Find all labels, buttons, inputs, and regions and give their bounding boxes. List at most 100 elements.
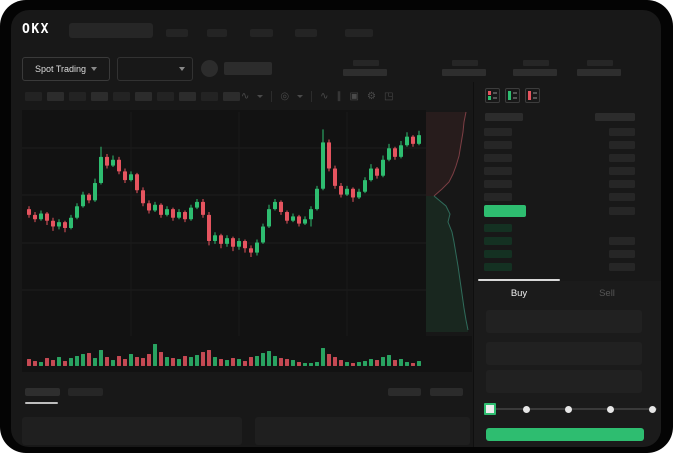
- volume-bar: [105, 357, 109, 366]
- slider-handle[interactable]: [484, 403, 496, 415]
- toolbar-item-placeholder[interactable]: [91, 92, 108, 101]
- candle-body: [87, 194, 91, 201]
- stat-label-placeholder: [353, 60, 379, 66]
- candle-body: [273, 201, 277, 210]
- buy-submit-button[interactable]: [486, 428, 644, 441]
- candle-body: [177, 212, 181, 218]
- indicator-wave-icon[interactable]: ∿: [241, 90, 250, 102]
- active-tab-indicator: [478, 279, 560, 281]
- bid-price-placeholder[interactable]: [484, 263, 512, 271]
- candle-body: [369, 168, 373, 181]
- chart-toolbar-icons: ∿ ◎ ∿ ∥ ▣ ⚙ ◳: [241, 89, 393, 103]
- toolbar-item-placeholder[interactable]: [69, 92, 86, 101]
- last-price-highlight[interactable]: [484, 205, 526, 217]
- bid-price-placeholder[interactable]: [484, 237, 512, 245]
- toolbar-item-placeholder[interactable]: [223, 92, 240, 101]
- tab-buy[interactable]: Buy: [510, 288, 528, 299]
- search-input[interactable]: [69, 23, 153, 38]
- snapshot-icon[interactable]: ▣: [349, 90, 359, 102]
- slider-step-dot[interactable]: [607, 406, 614, 413]
- toolbar-item-placeholder[interactable]: [113, 92, 130, 101]
- nav-item[interactable]: [207, 29, 227, 37]
- candle-body: [207, 214, 211, 241]
- amount-slider[interactable]: [489, 408, 657, 410]
- ask-price-placeholder[interactable]: [484, 167, 512, 175]
- slider-step-dot[interactable]: [523, 406, 530, 413]
- ask-price-placeholder[interactable]: [484, 154, 512, 162]
- line-tool-icon[interactable]: ∿: [320, 90, 329, 102]
- ask-amount-placeholder[interactable]: [609, 193, 635, 201]
- bottom-tab[interactable]: [68, 388, 103, 396]
- volume-bar: [147, 354, 151, 366]
- toolbar-item-placeholder[interactable]: [47, 92, 64, 101]
- nav-item[interactable]: [295, 29, 317, 37]
- settings-gear-icon[interactable]: ⚙: [366, 90, 376, 102]
- book-asks-icon[interactable]: [525, 88, 540, 103]
- slider-step-dot[interactable]: [649, 406, 656, 413]
- volume-bar: [399, 359, 403, 366]
- candle-style-icon[interactable]: ◎: [280, 90, 290, 102]
- ob-header-amount: [595, 113, 635, 121]
- toolbar-divider: [311, 90, 313, 102]
- volume-bar: [339, 360, 343, 366]
- toolbar-item-placeholder[interactable]: [179, 92, 196, 101]
- ask-price-placeholder[interactable]: [484, 141, 512, 149]
- slider-step-dot[interactable]: [565, 406, 572, 413]
- market-type-dropdown[interactable]: Spot Trading: [22, 57, 110, 81]
- chevron-down-icon[interactable]: [257, 94, 264, 98]
- nav-item[interactable]: [345, 29, 373, 37]
- bid-price-placeholder[interactable]: [484, 224, 512, 232]
- chevron-down-icon[interactable]: [297, 94, 304, 98]
- ask-amount-placeholder[interactable]: [609, 167, 635, 175]
- stat-value-placeholder: [442, 69, 486, 76]
- order-input-field[interactable]: [486, 342, 642, 365]
- bottom-tab-active[interactable]: [25, 388, 60, 396]
- bid-amount-placeholder[interactable]: [609, 237, 635, 245]
- book-both-icon[interactable]: [485, 88, 500, 103]
- book-bids-icon[interactable]: [505, 88, 520, 103]
- candle-body: [129, 174, 133, 181]
- toolbar-item-placeholder[interactable]: [25, 92, 42, 101]
- ask-price-placeholder[interactable]: [484, 193, 512, 201]
- volume-bar: [411, 363, 415, 366]
- last-amount-placeholder[interactable]: [609, 207, 635, 215]
- toolbar-item-placeholder[interactable]: [135, 92, 152, 101]
- tab-sell[interactable]: Sell: [599, 288, 615, 299]
- candle-body: [93, 183, 97, 201]
- bid-price-placeholder[interactable]: [484, 250, 512, 258]
- bottom-action-placeholder[interactable]: [388, 388, 421, 396]
- candle-body: [387, 148, 391, 160]
- pair-selector-dropdown[interactable]: [117, 57, 193, 81]
- toolbar-item-placeholder[interactable]: [201, 92, 218, 101]
- ask-amount-placeholder[interactable]: [609, 180, 635, 188]
- ask-amount-placeholder[interactable]: [609, 154, 635, 162]
- volume-bar: [267, 351, 271, 366]
- ask-amount-placeholder[interactable]: [609, 141, 635, 149]
- pair-name-placeholder: [224, 62, 272, 75]
- nav-item[interactable]: [166, 29, 188, 37]
- fullscreen-icon[interactable]: ◳: [383, 90, 394, 102]
- chart-toolbar: [25, 92, 240, 101]
- bottom-action-placeholder[interactable]: [430, 388, 463, 396]
- ask-amount-placeholder[interactable]: [609, 128, 635, 136]
- order-input-field[interactable]: [486, 370, 642, 393]
- volume-bar: [69, 358, 73, 366]
- volume-bar: [387, 355, 391, 366]
- nav-item[interactable]: [250, 29, 273, 37]
- candle-body: [399, 145, 403, 157]
- candlestick-chart[interactable]: [22, 110, 472, 372]
- bid-amount-placeholder[interactable]: [609, 250, 635, 258]
- candle-body: [375, 168, 379, 176]
- bid-amount-placeholder[interactable]: [609, 263, 635, 271]
- compare-icon[interactable]: ∥: [336, 90, 342, 102]
- ask-price-placeholder[interactable]: [484, 128, 512, 136]
- candle-body: [183, 212, 187, 220]
- ticker-stat: [577, 60, 623, 80]
- order-input-field[interactable]: [486, 310, 642, 333]
- icon-lines: [493, 97, 497, 99]
- volume-bar: [363, 361, 367, 366]
- candle-body: [303, 219, 307, 224]
- toolbar-item-placeholder[interactable]: [157, 92, 174, 101]
- candle-body: [357, 191, 361, 198]
- ask-price-placeholder[interactable]: [484, 180, 512, 188]
